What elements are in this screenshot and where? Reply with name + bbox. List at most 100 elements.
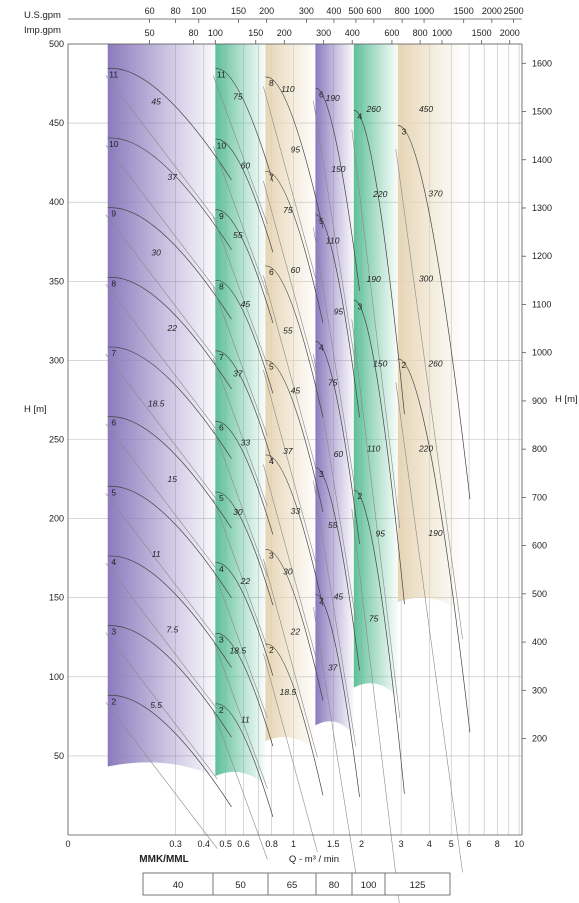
power-label: 260	[366, 104, 381, 114]
power-label: 55	[283, 325, 293, 335]
band-size-125	[397, 44, 461, 613]
power-line	[105, 493, 218, 640]
size-cell: 100	[361, 880, 377, 891]
y-right-tick-label: 1100	[532, 299, 551, 309]
power-label: 95	[375, 529, 385, 539]
stage-label: 10	[217, 140, 227, 150]
y-right-tick-label: 1200	[532, 251, 552, 261]
y-left-tick-label: 200	[49, 514, 64, 524]
power-label: 33	[291, 506, 301, 516]
stage-curve	[107, 416, 232, 529]
stage-curve	[265, 265, 324, 418]
power-label: 75	[283, 205, 293, 215]
stage-curve	[265, 643, 324, 796]
power-line	[213, 640, 268, 789]
y-left-tick-label: 100	[49, 672, 64, 682]
power-line	[263, 180, 318, 380]
size-cell: 50	[235, 880, 246, 891]
y-left-tick-label: 250	[49, 435, 64, 445]
impgpm-tick-label: 50	[145, 28, 155, 38]
stage-curve	[397, 358, 471, 733]
stage-curve	[107, 346, 232, 459]
stage-curve	[215, 350, 274, 465]
power-line	[213, 146, 268, 295]
power-label: 7.5	[166, 625, 178, 635]
impgpm-tick-label: 80	[188, 28, 198, 38]
stage-label: 6	[269, 267, 274, 277]
power-line	[313, 480, 357, 747]
x-tick-label: 2	[359, 839, 364, 849]
y-right-tick-label: 1000	[532, 348, 552, 358]
power-label: 110	[281, 84, 295, 94]
power-label: 11	[241, 715, 250, 725]
power-label: 220	[372, 189, 387, 199]
y-right-tick-label: 500	[532, 589, 547, 599]
power-label: 110	[326, 235, 340, 245]
size-table	[142, 872, 451, 896]
stage-label: 2	[319, 596, 324, 606]
x-tick-label: 0.5	[219, 839, 232, 849]
stage-label: 2	[401, 360, 406, 370]
power-line	[313, 227, 357, 494]
y-right-tick-label: 1400	[532, 155, 552, 165]
stage-label: 8	[219, 281, 224, 291]
power-label: 45	[241, 299, 251, 309]
power-label: 30	[283, 566, 293, 576]
stage-label: 5	[111, 487, 116, 497]
power-line	[213, 499, 268, 648]
stage-curve	[315, 467, 360, 671]
usgpm-tick-label: 150	[231, 6, 246, 16]
y-right-tick-label: 300	[532, 685, 547, 695]
power-label: 55	[233, 230, 243, 240]
stage-label: 6	[111, 418, 116, 428]
y-left-tick-label: 300	[49, 355, 64, 365]
y-left-tick-label: 350	[49, 276, 64, 286]
stage-curve	[107, 277, 232, 390]
power-line	[213, 569, 268, 719]
size-cell: 40	[173, 880, 184, 891]
stage-curve	[265, 454, 324, 607]
power-line	[105, 284, 218, 431]
power-line	[263, 653, 318, 852]
y-right-tick-label: 1500	[532, 107, 552, 117]
stage-label: 5	[319, 216, 324, 226]
power-label: 22	[240, 576, 251, 586]
usgpm-tick-label: 2000	[482, 6, 502, 16]
stage-curve	[265, 76, 324, 229]
stage-label: 5	[219, 493, 224, 503]
power-line	[395, 148, 463, 640]
stage-label: 6	[219, 423, 224, 433]
power-label: 75	[328, 378, 338, 388]
power-label: 300	[419, 274, 433, 284]
power-line	[105, 562, 218, 710]
stage-curve	[107, 207, 232, 320]
x-axis-label: Q - m³ / min	[289, 854, 339, 865]
model-label: MMK/MML	[139, 854, 188, 865]
power-line	[213, 710, 268, 860]
power-line	[395, 382, 463, 873]
power-label: 5.5	[150, 700, 162, 710]
stage-label: 10	[109, 139, 119, 149]
performance-curves	[105, 68, 471, 903]
impgpm-tick-label: 300	[316, 28, 331, 38]
stage-label: 3	[357, 301, 362, 311]
power-label: 220	[418, 443, 433, 453]
power-label: 60	[291, 265, 301, 275]
x-tick-label: 3	[399, 839, 404, 849]
power-label: 75	[369, 614, 379, 624]
y-right-tick-label: 1600	[532, 58, 552, 68]
power-label: 190	[326, 93, 340, 103]
power-label: 30	[233, 507, 243, 517]
power-line	[213, 287, 268, 436]
stage-curve	[265, 171, 324, 323]
stage-label: 4	[319, 342, 324, 352]
impgpm-tick-label: 150	[248, 28, 263, 38]
x-tick-label: 0.4	[198, 839, 211, 849]
power-line	[313, 607, 357, 874]
band-size-50	[215, 44, 266, 787]
power-label: 37	[168, 172, 178, 182]
impgpm-tick-label: 800	[413, 28, 428, 38]
power-label: 18.5	[280, 687, 297, 697]
stage-curve	[215, 421, 274, 535]
